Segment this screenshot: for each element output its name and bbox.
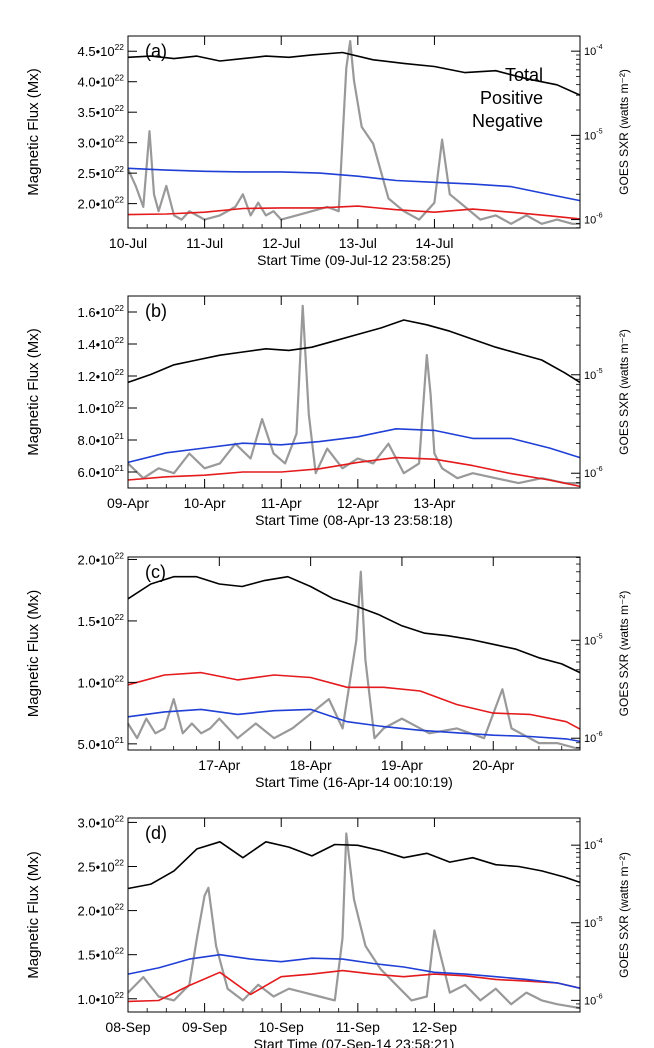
y2-tick-label: 10-6 — [584, 730, 603, 745]
x-axis-title: Start Time (16-Apr-14 00:10:19) — [255, 774, 453, 790]
y-tick-label: 1.0•1022 — [78, 673, 125, 690]
y-axis-title: Magnetic Flux (Mx) — [25, 851, 42, 979]
x-tick-label: 19-Apr — [381, 757, 423, 773]
positive-series-line — [127, 969, 581, 1003]
y-tick-label: 1.0•1022 — [78, 990, 125, 1007]
x-tick-label: 17-Apr — [198, 757, 240, 773]
x-tick-label: 10-Apr — [184, 495, 226, 511]
y2-axis-title: GOES SXR (watts m⁻²) — [617, 329, 631, 455]
x-tick-label: 10-Jul — [109, 235, 147, 251]
plot-frame — [127, 35, 581, 229]
y2-axis-title: GOES SXR (watts m⁻²) — [617, 852, 631, 978]
x-tick-label: 12-Apr — [337, 495, 379, 511]
goes-series-line — [127, 39, 580, 225]
x-tick-label: 12-Jul — [262, 235, 300, 251]
panel-a: 2.0•1022 2.5•1022 3.0•1022 3.5•1022 4.0•1022… — [25, 35, 631, 268]
plot-frame — [127, 817, 581, 1013]
legend-positive: Positive — [480, 88, 543, 108]
plot-frame — [127, 295, 581, 489]
panel-c: 5.0•1021 1.0•1022 1.5•1022 2.0•1022 10-6 10-5… — [25, 550, 631, 790]
x-tick-label: 13-Jul — [339, 235, 377, 251]
x-tick-label: 08-Sep — [105, 1019, 150, 1035]
x-tick-label: 11-Jul — [186, 235, 223, 251]
y-tick-label: 1.4•1022 — [78, 335, 125, 352]
positive-series-line — [127, 671, 581, 730]
y-tick-label: 1.0•1022 — [78, 399, 125, 416]
x-tick-label: 18-Apr — [290, 757, 332, 773]
x-tick-label: 13-Apr — [413, 495, 455, 511]
y2-tick-label: 10-6 — [584, 212, 603, 227]
goes-series-line — [127, 570, 580, 750]
negative-series-line — [127, 708, 581, 743]
y-tick-label: 2.0•1022 — [78, 550, 125, 567]
total-series-line — [127, 575, 581, 674]
total-series-line — [127, 840, 581, 890]
positive-series-line — [127, 205, 581, 220]
y-axis-title: Magnetic Flux (Mx) — [25, 328, 42, 456]
positive-series-line — [127, 456, 581, 488]
x-tick-label: 11-Sep — [336, 1019, 380, 1035]
y-tick-label: 2.0•1022 — [78, 195, 125, 212]
y2-tick-label: 10-4 — [584, 43, 603, 58]
y-tick-label: 5.0•1021 — [78, 735, 125, 752]
x-tick-label: 09-Sep — [182, 1019, 227, 1035]
panel-b: 6.0•1021 8.0•1021 1.0•1022 1.2•1022 1.4•1022… — [25, 295, 631, 528]
y2-tick-label: 10-4 — [584, 837, 603, 852]
y-tick-label: 4.0•1022 — [78, 73, 125, 90]
panel-label: (b) — [145, 301, 167, 321]
y-tick-label: 2.5•1022 — [78, 858, 125, 875]
x-tick-label: 09-Apr — [107, 495, 149, 511]
x-axis-title: Start Time (08-Apr-13 23:58:18) — [255, 512, 453, 528]
y-tick-label: 1.2•1022 — [78, 367, 125, 384]
x-tick-label: 10-Sep — [259, 1019, 304, 1035]
legend-negative: Negative — [472, 111, 543, 131]
y-tick-label: 8.0•1021 — [78, 431, 125, 448]
panel-label: (c) — [145, 562, 166, 582]
y-tick-label: 4.5•1022 — [78, 42, 125, 59]
x-axis-title: Start Time (09-Jul-12 23:58:25) — [257, 252, 451, 268]
y2-tick-label: 10-6 — [584, 992, 603, 1007]
legend-total: Total — [505, 65, 543, 85]
negative-series-line — [127, 953, 581, 989]
y-tick-label: 3.0•1022 — [78, 813, 125, 830]
y-tick-label: 3.0•1022 — [78, 134, 125, 151]
negative-series-line — [127, 427, 581, 464]
panel-label: (d) — [145, 823, 167, 843]
y2-axis-title: GOES SXR (watts m⁻²) — [617, 591, 631, 717]
y-tick-label: 6.0•1021 — [78, 463, 125, 480]
y-tick-label: 2.5•1022 — [78, 164, 125, 181]
total-series-line — [127, 319, 581, 384]
y-tick-label: 3.5•1022 — [78, 103, 125, 120]
plot-frame — [127, 556, 581, 751]
total-series-line — [127, 51, 581, 96]
x-tick-label: 20-Apr — [472, 757, 514, 773]
panel-d: 1.0•1022 1.5•1022 2.0•1022 2.5•1022 3.0•1022… — [25, 813, 631, 1048]
y-axis-title: Magnetic Flux (Mx) — [25, 68, 42, 196]
y2-tick-label: 10-5 — [584, 367, 603, 382]
x-axis-title: Start Time (07-Sep-14 23:58:21) — [254, 1036, 455, 1048]
x-tick-label: 14-Jul — [415, 235, 453, 251]
y-tick-label: 1.5•1022 — [78, 612, 125, 629]
y2-axis-title: GOES SXR (watts m⁻²) — [617, 69, 631, 195]
y-tick-label: 1.6•1022 — [78, 303, 125, 320]
goes-series-line — [127, 832, 581, 1010]
y2-tick-label: 10-5 — [584, 127, 603, 142]
y2-tick-label: 10-5 — [584, 915, 603, 930]
negative-series-line — [127, 167, 581, 202]
y2-tick-label: 10-6 — [584, 465, 603, 480]
goes-series-line — [127, 304, 580, 485]
x-tick-label: 12-Sep — [412, 1019, 457, 1035]
x-tick-label: 11-Apr — [261, 495, 302, 511]
y2-tick-label: 10-5 — [584, 632, 603, 647]
y-axis-title: Magnetic Flux (Mx) — [25, 590, 42, 718]
y-tick-label: 1.5•1022 — [78, 946, 125, 963]
y-tick-label: 2.0•1022 — [78, 902, 125, 919]
panel-label: (a) — [145, 41, 167, 61]
